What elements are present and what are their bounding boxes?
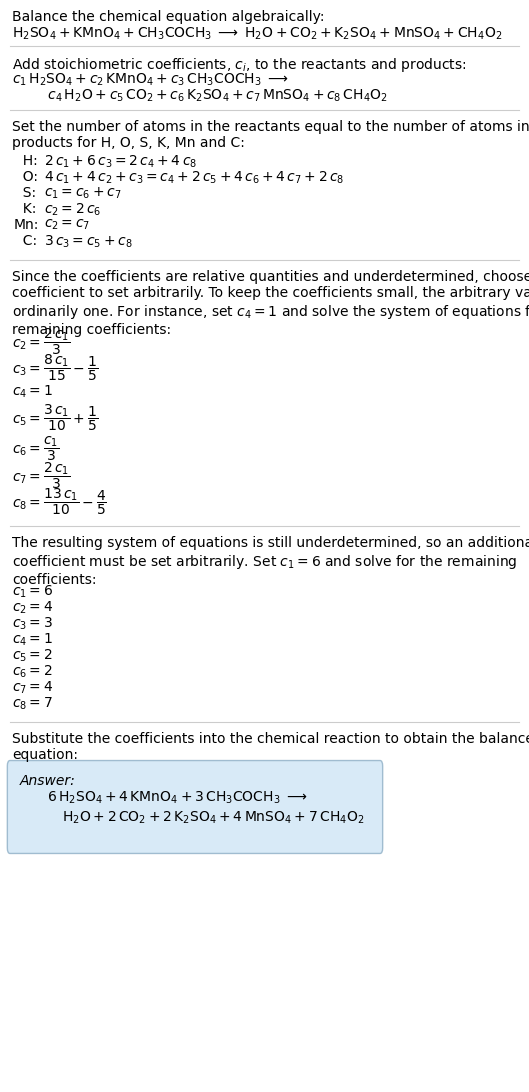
Text: Set the number of atoms in the reactants equal to the number of atoms in the
pro: Set the number of atoms in the reactants… — [12, 120, 529, 151]
Text: $c_5 = \dfrac{3\,c_1}{10} + \dfrac{1}{5}$: $c_5 = \dfrac{3\,c_1}{10} + \dfrac{1}{5}… — [12, 402, 98, 432]
Text: $c_4 = 1$: $c_4 = 1$ — [12, 384, 53, 401]
Text: $c_3 = \dfrac{8\,c_1}{15} - \dfrac{1}{5}$: $c_3 = \dfrac{8\,c_1}{15} - \dfrac{1}{5}… — [12, 352, 98, 382]
Text: $2\,c_1 + 6\,c_3 = 2\,c_4 + 4\,c_8$: $2\,c_1 + 6\,c_3 = 2\,c_4 + 4\,c_8$ — [44, 154, 197, 170]
Text: Answer:: Answer: — [20, 774, 76, 788]
Text: Balance the chemical equation algebraically:: Balance the chemical equation algebraica… — [12, 10, 324, 24]
Text: $c_4 = 1$: $c_4 = 1$ — [12, 632, 53, 649]
FancyBboxPatch shape — [7, 760, 382, 854]
Text: $4\,c_1 + 4\,c_2 + c_3 = c_4 + 2\,c_5 + 4\,c_6 + 4\,c_7 + 2\,c_8$: $4\,c_1 + 4\,c_2 + c_3 = c_4 + 2\,c_5 + … — [44, 170, 344, 187]
Text: $c_8 = \dfrac{13\,c_1}{10} - \dfrac{4}{5}$: $c_8 = \dfrac{13\,c_1}{10} - \dfrac{4}{5… — [12, 486, 107, 517]
Text: C:: C: — [14, 234, 37, 248]
Text: O:: O: — [14, 170, 38, 183]
Text: $c_8 = 7$: $c_8 = 7$ — [12, 696, 53, 712]
Text: $c_2 = 2\,c_6$: $c_2 = 2\,c_6$ — [44, 202, 102, 218]
Text: $c_7 = \dfrac{2\,c_1}{3}$: $c_7 = \dfrac{2\,c_1}{3}$ — [12, 460, 70, 490]
Text: $\mathrm{H_2O} + 2\,\mathrm{CO_2} + 2\,\mathrm{K_2SO_4} + 4\,\mathrm{MnSO_4} + 7: $\mathrm{H_2O} + 2\,\mathrm{CO_2} + 2\,\… — [62, 810, 364, 827]
Text: Add stoichiometric coefficients, $c_i$, to the reactants and products:: Add stoichiometric coefficients, $c_i$, … — [12, 56, 467, 74]
Text: $c_7 = 4$: $c_7 = 4$ — [12, 680, 53, 697]
Text: Since the coefficients are relative quantities and underdetermined, choose a
coe: Since the coefficients are relative quan… — [12, 270, 529, 337]
Text: The resulting system of equations is still underdetermined, so an additional
coe: The resulting system of equations is sti… — [12, 536, 529, 586]
Text: Substitute the coefficients into the chemical reaction to obtain the balanced
eq: Substitute the coefficients into the che… — [12, 732, 529, 762]
Text: $c_6 = 2$: $c_6 = 2$ — [12, 664, 52, 680]
Text: H:: H: — [14, 154, 38, 168]
Text: $c_2 = c_7$: $c_2 = c_7$ — [44, 218, 90, 233]
Text: $\mathrm{H_2SO_4 + KMnO_4 + CH_3COCH_3 \;\longrightarrow\; H_2O + CO_2 + K_2SO_4: $\mathrm{H_2SO_4 + KMnO_4 + CH_3COCH_3 \… — [12, 26, 503, 43]
Text: $c_6 = \dfrac{c_1}{3}$: $c_6 = \dfrac{c_1}{3}$ — [12, 434, 59, 463]
Text: K:: K: — [14, 202, 37, 216]
Text: $c_2 = \dfrac{2\,c_1}{3}$: $c_2 = \dfrac{2\,c_1}{3}$ — [12, 327, 70, 357]
Text: $c_1\,\mathrm{H_2SO_4} + c_2\,\mathrm{KMnO_4} + c_3\,\mathrm{CH_3COCH_3}\;\longr: $c_1\,\mathrm{H_2SO_4} + c_2\,\mathrm{KM… — [12, 72, 288, 88]
Text: S:: S: — [14, 186, 36, 200]
Text: $6\,\mathrm{H_2SO_4} + 4\,\mathrm{KMnO_4} + 3\,\mathrm{CH_3COCH_3}\;\longrightar: $6\,\mathrm{H_2SO_4} + 4\,\mathrm{KMnO_4… — [47, 790, 307, 806]
Text: $\quad c_4\,\mathrm{H_2O} + c_5\,\mathrm{CO_2} + c_6\,\mathrm{K_2SO_4} + c_7\,\m: $\quad c_4\,\mathrm{H_2O} + c_5\,\mathrm… — [34, 88, 388, 105]
Text: $c_3 = 3$: $c_3 = 3$ — [12, 616, 53, 632]
Text: $c_1 = c_6 + c_7$: $c_1 = c_6 + c_7$ — [44, 186, 122, 201]
Text: $c_1 = 6$: $c_1 = 6$ — [12, 584, 53, 601]
Text: $3\,c_3 = c_5 + c_8$: $3\,c_3 = c_5 + c_8$ — [44, 234, 133, 250]
Text: Mn:: Mn: — [14, 218, 39, 232]
Text: $c_5 = 2$: $c_5 = 2$ — [12, 648, 52, 664]
Text: $c_2 = 4$: $c_2 = 4$ — [12, 600, 53, 616]
